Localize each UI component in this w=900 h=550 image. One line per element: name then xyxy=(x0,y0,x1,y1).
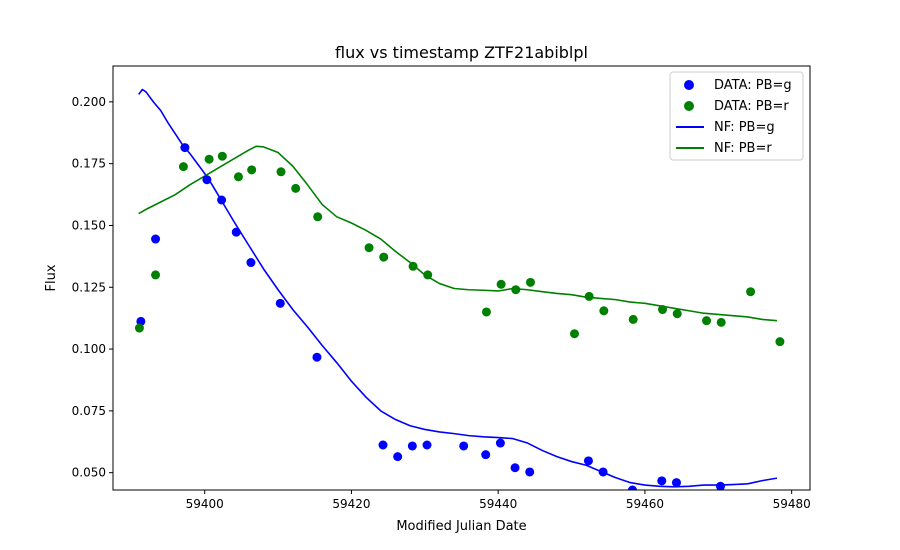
legend-marker-data-g xyxy=(684,80,694,90)
data-point-data-pb-r xyxy=(569,329,579,339)
data-point-data-pb-r xyxy=(379,252,389,262)
data-point-data-pb-r xyxy=(247,165,257,175)
y-tick-label: 0.100 xyxy=(72,342,106,356)
data-point-data-pb-g xyxy=(202,175,212,185)
axes-frame xyxy=(112,65,811,491)
data-point-data-pb-r xyxy=(408,261,418,271)
series-line-nf-pb-r xyxy=(138,145,778,322)
y-tick-label: 0.050 xyxy=(72,466,106,480)
legend: DATA: PB=g DATA: PB=r NF: PB=g NF: PB=r xyxy=(669,71,804,161)
series-line-nf-pb-g xyxy=(138,88,778,488)
data-point-data-pb-r xyxy=(511,285,521,295)
data-point-data-pb-g xyxy=(246,258,256,268)
data-point-data-pb-g xyxy=(151,234,161,244)
data-point-data-pb-r xyxy=(291,183,301,193)
data-point-data-pb-r xyxy=(775,337,785,347)
data-point-data-pb-r xyxy=(746,287,756,297)
data-point-data-pb-g xyxy=(459,441,469,451)
data-point-data-pb-r xyxy=(672,309,682,319)
x-axis-label: Modified Julian Date xyxy=(396,519,526,534)
data-point-data-pb-r xyxy=(217,151,227,161)
legend-label-nf-r: NF: PB=r xyxy=(714,141,772,156)
data-point-data-pb-r xyxy=(584,291,594,301)
legend-label-nf-g: NF: PB=g xyxy=(714,120,775,135)
data-point-data-pb-g xyxy=(627,485,637,490)
data-point-data-pb-g xyxy=(495,438,505,448)
x-tick-label: 59480 xyxy=(773,497,811,511)
data-point-data-pb-g xyxy=(481,450,491,460)
legend-label-data-g: DATA: PB=g xyxy=(714,78,792,93)
plot-area xyxy=(134,88,785,490)
data-point-data-pb-g xyxy=(657,476,667,486)
data-point-data-pb-g xyxy=(583,456,593,466)
data-point-data-pb-r xyxy=(599,306,609,316)
y-tick-label: 0.200 xyxy=(72,95,106,109)
y-axis-label: Flux xyxy=(44,264,59,291)
data-point-data-pb-r xyxy=(496,279,506,289)
legend-label-data-r: DATA: PB=r xyxy=(714,99,789,114)
data-point-data-pb-r xyxy=(525,277,535,287)
data-point-data-pb-r xyxy=(276,167,286,177)
data-point-data-pb-g xyxy=(422,440,432,450)
legend-marker-data-r xyxy=(684,101,694,111)
legend-box xyxy=(669,71,804,161)
data-point-data-pb-r xyxy=(716,317,726,327)
y-tick-label: 0.075 xyxy=(72,404,106,418)
data-point-data-pb-g xyxy=(378,440,388,450)
data-point-data-pb-g xyxy=(217,195,227,205)
data-point-data-pb-r xyxy=(702,316,712,326)
data-point-data-pb-r xyxy=(628,314,638,324)
data-point-data-pb-g xyxy=(671,478,681,488)
x-tick-label: 59440 xyxy=(479,497,517,511)
data-point-data-pb-g xyxy=(180,143,190,153)
data-point-data-pb-r xyxy=(233,172,243,182)
data-point-data-pb-r xyxy=(423,270,433,280)
data-point-data-pb-r xyxy=(364,243,374,253)
y-tick-label: 0.125 xyxy=(72,280,106,294)
ticks: 59400 59420 59440 59460 59480 0.050 0.075 0.100… xyxy=(72,95,811,511)
axes xyxy=(112,65,811,491)
data-point-data-pb-r xyxy=(313,212,323,222)
data-point-data-pb-r xyxy=(204,154,214,164)
data-point-data-pb-g xyxy=(312,352,322,362)
data-point-data-pb-g xyxy=(510,463,520,473)
data-point-data-pb-r xyxy=(658,305,668,315)
data-point-data-pb-g xyxy=(598,467,608,477)
data-point-data-pb-g xyxy=(715,481,725,490)
data-point-data-pb-g xyxy=(407,441,417,451)
data-point-data-pb-r xyxy=(134,323,144,333)
y-tick-label: 0.175 xyxy=(72,157,106,171)
data-point-data-pb-g xyxy=(275,298,285,308)
data-point-data-pb-g xyxy=(393,452,403,462)
y-tick-label: 0.150 xyxy=(72,218,106,232)
data-point-data-pb-g xyxy=(525,467,535,477)
data-point-data-pb-r xyxy=(178,162,188,172)
x-tick-label: 59400 xyxy=(186,497,224,511)
data-point-data-pb-g xyxy=(231,227,241,237)
x-tick-label: 59420 xyxy=(332,497,370,511)
data-point-data-pb-r xyxy=(481,307,491,317)
x-tick-label: 59460 xyxy=(626,497,664,511)
chart-title: flux vs timestamp ZTF21abiblpl xyxy=(335,43,588,62)
data-point-data-pb-r xyxy=(151,270,161,280)
